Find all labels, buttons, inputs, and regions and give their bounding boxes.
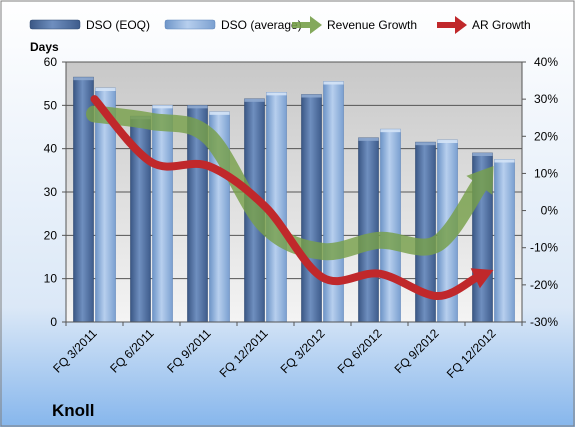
bar-dso-eoq-top	[472, 153, 493, 156]
bar-dso-eoq	[358, 137, 379, 323]
company-name: Knoll	[52, 401, 95, 420]
right-tick-label: 20%	[534, 129, 558, 143]
bar-dso-eoq-top	[187, 105, 208, 109]
left-axis-ticks: 0 10 20 30 40 50 60	[44, 55, 66, 329]
legend-item-dso-eoq: DSO (EOQ)	[29, 18, 150, 32]
legend: DSO (EOQ) DSO (average) Revenue Growth A…	[29, 16, 531, 34]
right-axis-ticks: -30% -20% -10% 0% 10% 20% 30% 40%	[522, 55, 558, 329]
legend-arrow-revenue-growth	[292, 16, 322, 34]
legend-swatch-dso-eoq	[29, 19, 81, 30]
bar-dso-average-top	[437, 140, 458, 143]
line-revenue-growth	[86, 105, 494, 261]
line-ar-growth	[90, 95, 494, 300]
right-tick-label: 30%	[534, 92, 558, 106]
bar-dso-average	[494, 159, 515, 323]
legend-item-ar-growth: AR Growth	[437, 16, 531, 34]
legend-swatch-dso-average	[164, 19, 216, 30]
bar-dso-average-top	[95, 88, 116, 91]
arrowhead-ar-growth	[470, 268, 494, 289]
bar-dso-average-top	[209, 111, 230, 115]
line-path-revenue-growth	[86, 105, 488, 261]
right-tick-label: -20%	[530, 278, 558, 292]
bar-dso-eoq	[301, 94, 322, 323]
line-series-group	[86, 95, 494, 300]
bar-dso-average	[380, 128, 401, 323]
bar-dso-eoq-top	[73, 77, 94, 81]
y-axis-title: Days	[30, 40, 59, 54]
legend-label-dso-average: DSO (average)	[221, 18, 302, 32]
legend-label-revenue-growth: Revenue Growth	[327, 18, 417, 32]
bar-dso-eoq-top	[358, 137, 379, 141]
left-tick-label: 30	[44, 185, 58, 199]
bar-dso-average-top	[494, 159, 515, 163]
bar-dso-average-top	[266, 92, 287, 96]
left-tick-label: 0	[50, 315, 57, 329]
left-tick-label: 50	[44, 98, 58, 112]
legend-arrow-ar-growth	[437, 16, 467, 34]
right-tick-label: 10%	[534, 166, 558, 180]
bar-dso-average	[152, 105, 173, 323]
left-tick-label: 40	[44, 142, 58, 156]
right-tick-label: -10%	[530, 241, 558, 255]
right-tick-label: -30%	[530, 315, 558, 329]
left-tick-label: 20	[44, 228, 58, 242]
legend-label-ar-growth: AR Growth	[472, 18, 531, 32]
bar-dso-eoq-top	[244, 98, 265, 102]
legend-item-revenue-growth: Revenue Growth	[292, 16, 417, 34]
arrowhead-revenue-growth	[466, 166, 494, 195]
bar-dso-eoq-top	[415, 142, 436, 146]
bar-dso-average-top	[152, 105, 173, 109]
left-tick-label: 60	[44, 55, 58, 69]
left-tick-label: 10	[44, 272, 58, 286]
bar-dso-average-top	[380, 129, 401, 133]
legend-label-dso-eoq: DSO (EOQ)	[86, 18, 150, 32]
bar-dso-eoq-top	[301, 94, 322, 98]
bar-dso-average	[323, 81, 344, 323]
right-tick-label: 0%	[541, 204, 559, 218]
line-path-ar-growth	[90, 95, 480, 300]
legend-item-dso-average: DSO (average)	[164, 18, 302, 32]
bar-dso-average-top	[323, 81, 344, 85]
right-tick-label: 40%	[534, 55, 558, 69]
